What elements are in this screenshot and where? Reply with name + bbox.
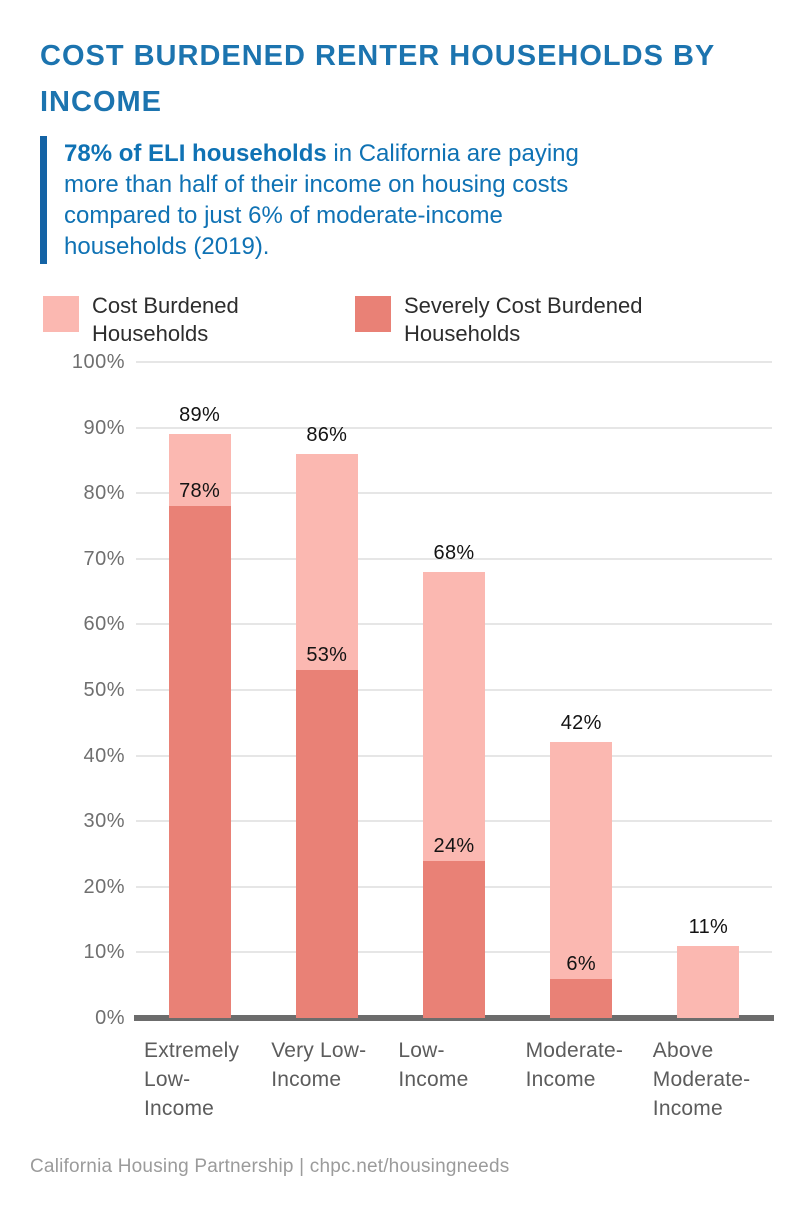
x-tick-label: Low- Income <box>398 1039 469 1091</box>
y-tick-label: 60% <box>83 613 125 636</box>
bar-severely-cost-burdened <box>295 670 358 1018</box>
bar-severely-cost-burdened <box>550 978 613 1018</box>
y-tick-label: 50% <box>83 679 125 701</box>
legend-label: Severely Cost Burdened Households <box>404 293 643 346</box>
bar-severely-cost-burdened <box>168 506 231 1018</box>
x-axis-line <box>134 1015 774 1021</box>
y-tick-label: 30% <box>83 810 125 833</box>
y-tick-label: 90% <box>83 416 125 439</box>
legend-item-severely-cost-burdened: Severely Cost Burdened Households <box>355 293 642 348</box>
x-tick-label: Moderate- Income <box>525 1039 624 1091</box>
y-axis: 0% 10% 20% 30% 40% 50% 60% 70% 80% 90% 100% <box>0 351 125 1029</box>
legend-label: Cost Burdened Households <box>92 293 239 346</box>
severely-cost-burdened-legend-swatch <box>355 296 391 332</box>
total-value-label: 42% <box>560 712 602 735</box>
total-value-label: 89% <box>179 404 221 427</box>
total-value-label: 86% <box>306 423 348 446</box>
severe-value-label: 78% <box>179 480 221 503</box>
bar-severely-cost-burdened <box>423 860 485 1018</box>
y-tick-label: 100% <box>71 351 125 373</box>
y-tick-label: 40% <box>83 744 125 767</box>
x-axis: Extremely Low- Income Very Low- Income Low… <box>136 1036 776 1166</box>
callout-text: 78% of ELI households in California are … <box>40 136 724 264</box>
chart-legend: Cost Burdened Households Severely Cost B… <box>43 293 642 348</box>
gridline <box>136 361 772 363</box>
footer-credit: California Housing Partnership | chpc.ne… <box>30 1156 510 1177</box>
total-value-label: 11% <box>688 915 729 938</box>
x-tick-label: Very Low- Income <box>271 1039 367 1091</box>
y-tick-label: 0% <box>95 1007 125 1029</box>
y-tick-label: 70% <box>83 547 125 570</box>
severe-value-label: 53% <box>306 644 348 667</box>
y-tick-label: 20% <box>83 875 125 898</box>
page-title: COST BURDENED RENTER HOUSEHOLDS BY INCOM… <box>40 40 716 118</box>
bar-cost-burdened <box>677 945 740 1018</box>
x-tick-label: Extremely Low- Income <box>144 1039 240 1120</box>
gridline <box>136 557 772 560</box>
severe-value-label: 24% <box>433 834 475 857</box>
x-tick-label: Above Moderate- Income <box>652 1039 751 1120</box>
gridline <box>136 492 772 495</box>
bar-cost-burdened <box>550 742 613 1018</box>
total-value-label: 68% <box>433 541 475 564</box>
callout-bold-text: 78% of ELI households <box>64 140 327 167</box>
cost-burdened-legend-swatch <box>43 296 79 332</box>
gridline <box>136 426 772 429</box>
legend-item-cost-burdened: Cost Burdened Households <box>43 293 355 348</box>
severe-value-label: 6% <box>566 952 596 975</box>
y-tick-label: 80% <box>83 482 125 505</box>
y-tick-label: 10% <box>83 941 125 964</box>
plot-area: 89% 78% 86% 53% 68% 24% 42% 6% 11% <box>134 361 774 1021</box>
callout-rest-text: in California are paying more than half … <box>64 140 579 260</box>
